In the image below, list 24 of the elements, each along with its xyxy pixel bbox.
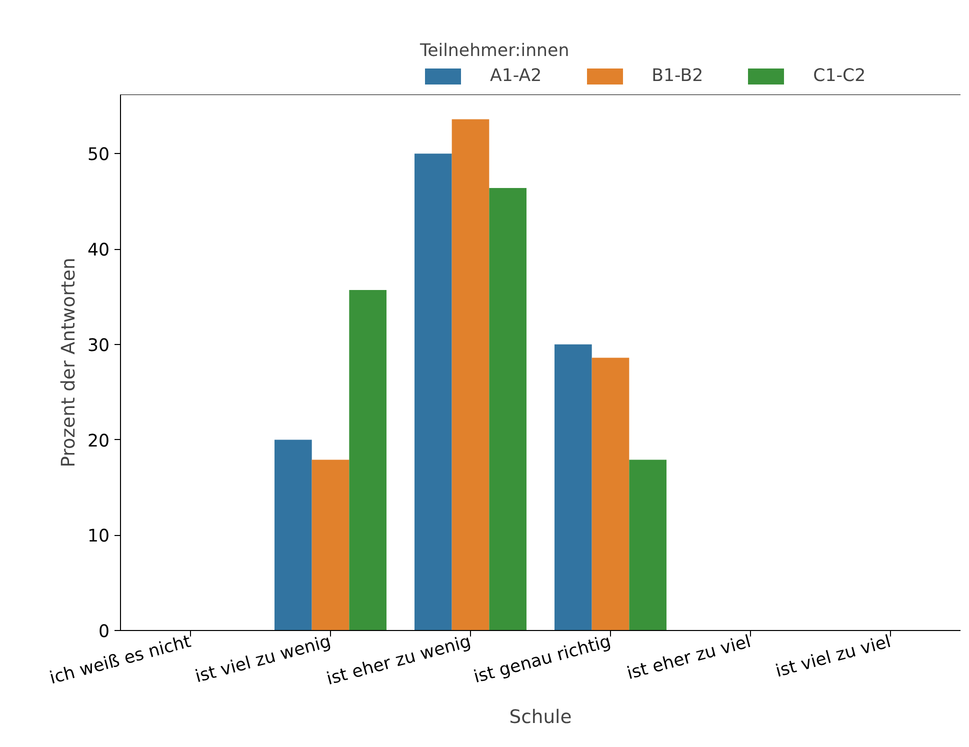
x-tick-label: ist eher zu viel [625,632,754,684]
bar [554,344,592,630]
bar [489,188,526,630]
bar [452,119,490,630]
bar [414,154,452,630]
bar [629,460,666,630]
legend-label: C1-C2 [813,66,866,86]
y-tick-label: 10 [87,526,110,547]
legend-title: Teilnehmer:innen [420,41,570,61]
x-axis-title: Schule [509,707,572,728]
bar [274,440,312,630]
x-tick-label: ist genau richtig [472,632,614,688]
bar [349,290,386,630]
y-tick-label: 50 [87,145,110,166]
x-tick-label: ist viel zu viel [774,632,894,682]
y-tick-label: 20 [87,431,110,452]
y-axis-title: Prozent der Antworten [58,258,80,468]
y-tick-label: 0 [98,622,110,642]
legend-label: A1-A2 [490,66,542,86]
y-tick-label: 30 [87,336,110,356]
bar [592,358,630,630]
y-tick-label: 40 [87,240,110,261]
bar [312,460,350,630]
legend-label: B1-B2 [652,66,704,86]
